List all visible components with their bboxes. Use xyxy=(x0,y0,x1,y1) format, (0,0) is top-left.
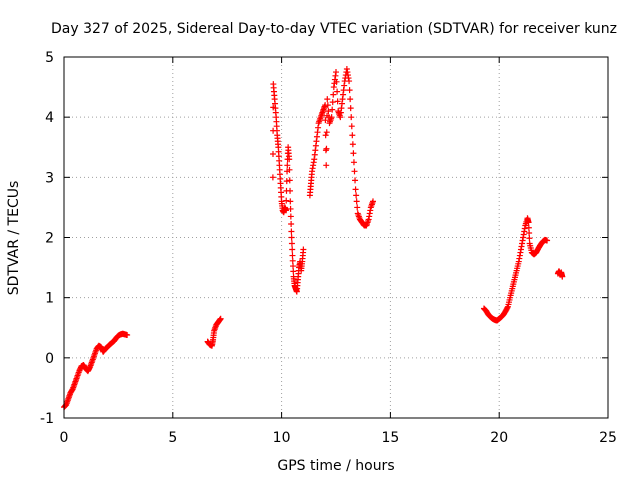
x-tick-label: 20 xyxy=(490,430,508,446)
data-point xyxy=(288,228,295,235)
x-axis-label: GPS time / hours xyxy=(277,458,394,474)
data-point xyxy=(323,145,330,152)
data-point xyxy=(282,207,289,214)
y-tick-label: -1 xyxy=(40,411,54,427)
data-point xyxy=(323,129,330,136)
y-tick-label: 0 xyxy=(45,351,54,367)
data-point xyxy=(525,224,532,231)
x-tick-label: 25 xyxy=(599,430,617,446)
y-tick-label: 2 xyxy=(45,231,54,247)
data-point xyxy=(353,192,360,199)
data-point xyxy=(287,213,294,220)
x-tick-label: 0 xyxy=(60,430,69,446)
x-tick-label: 10 xyxy=(273,430,291,446)
data-point xyxy=(286,156,293,163)
data-point xyxy=(329,106,336,113)
data-point xyxy=(348,114,355,121)
data-point xyxy=(350,159,357,166)
data-point xyxy=(322,117,329,124)
y-tick-label: 5 xyxy=(45,50,54,66)
data-point xyxy=(559,273,566,280)
data-point xyxy=(347,105,354,112)
data-point xyxy=(352,186,359,193)
y-axis-label: SDTVAR / TECUs xyxy=(6,181,22,296)
data-point xyxy=(288,220,295,227)
data-point xyxy=(525,219,532,226)
data-point xyxy=(369,198,376,205)
data-point xyxy=(324,96,331,103)
data-point xyxy=(352,177,359,184)
data-point xyxy=(286,166,293,173)
data-point xyxy=(287,205,294,212)
data-point xyxy=(330,91,337,98)
data-point xyxy=(350,150,357,157)
data-point xyxy=(323,162,330,169)
data-point xyxy=(287,198,294,205)
data-point xyxy=(348,123,355,130)
data-point xyxy=(324,102,331,109)
data-point xyxy=(334,98,341,105)
data-point xyxy=(329,99,336,106)
data-point xyxy=(289,246,296,253)
data-point xyxy=(287,187,294,194)
data-point xyxy=(283,178,290,185)
data-point xyxy=(334,88,341,95)
data-point xyxy=(288,240,295,247)
data-point xyxy=(347,96,354,103)
data-point xyxy=(333,78,340,85)
data-point xyxy=(544,237,551,244)
data-point xyxy=(217,315,224,322)
grid-lines xyxy=(64,57,608,418)
data-point xyxy=(322,132,329,139)
data-point xyxy=(284,162,291,169)
data-point xyxy=(288,234,295,241)
data-point xyxy=(349,141,356,148)
data-point xyxy=(300,246,307,253)
chart-title: Day 327 of 2025, Sidereal Day-to-day VTE… xyxy=(51,21,617,37)
data-point xyxy=(349,132,356,139)
data-point xyxy=(354,204,361,211)
data-point xyxy=(289,257,296,264)
data-point xyxy=(290,263,297,270)
data-point xyxy=(526,229,533,236)
data-point xyxy=(325,108,332,115)
data-point xyxy=(526,235,533,242)
data-point xyxy=(289,252,296,259)
data-point xyxy=(290,268,297,275)
data-point xyxy=(328,114,335,121)
data-point xyxy=(124,331,131,338)
x-tick-label: 15 xyxy=(381,430,399,446)
y-tick-label: 1 xyxy=(45,291,54,307)
data-point xyxy=(346,87,353,94)
x-tick-label: 5 xyxy=(168,430,177,446)
data-point xyxy=(269,174,276,181)
axis-ticks: 0 5 10 15 20 25 -1 0 1 2 3 4 5 xyxy=(40,50,617,446)
data-point xyxy=(333,69,339,76)
data-points xyxy=(61,66,566,411)
data-point xyxy=(286,177,293,184)
data-point xyxy=(351,168,358,175)
data-point xyxy=(270,151,277,158)
y-tick-label: 4 xyxy=(45,110,54,126)
y-tick-label: 3 xyxy=(45,170,54,186)
data-point xyxy=(346,78,353,85)
data-point xyxy=(353,198,360,205)
data-point xyxy=(283,197,290,204)
